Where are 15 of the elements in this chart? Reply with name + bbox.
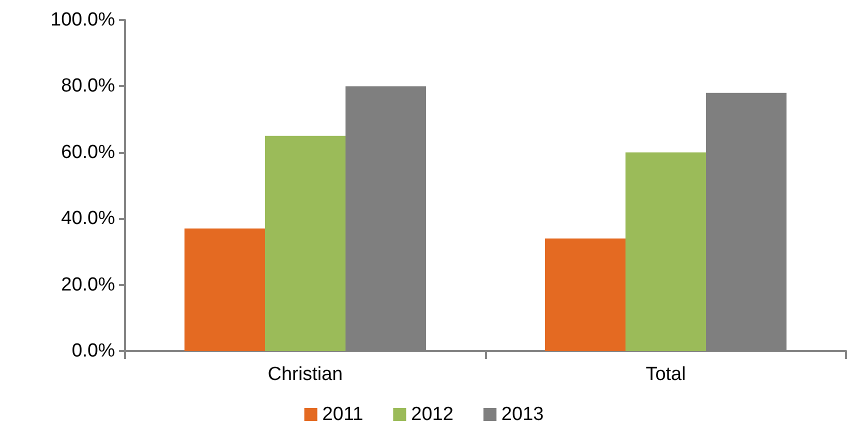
y-tick-label: 0.0% — [72, 340, 116, 362]
legend-label: 2012 — [411, 404, 454, 425]
bar — [544, 238, 626, 351]
y-tick-label: 60.0% — [61, 142, 116, 163]
y-tick-label: 80.0% — [61, 76, 116, 97]
bar — [625, 152, 706, 351]
x-tick-label: Total — [646, 364, 686, 385]
x-tick-label: Christian — [268, 364, 343, 385]
y-tick-label: 40.0% — [61, 208, 116, 230]
bar — [184, 228, 265, 351]
y-tick-label: 20.0% — [61, 274, 116, 296]
legend-label: 2011 — [322, 404, 364, 425]
y-tick-label: 100.0% — [50, 10, 116, 30]
bar — [264, 136, 346, 351]
legend-label: 2013 — [501, 404, 544, 425]
